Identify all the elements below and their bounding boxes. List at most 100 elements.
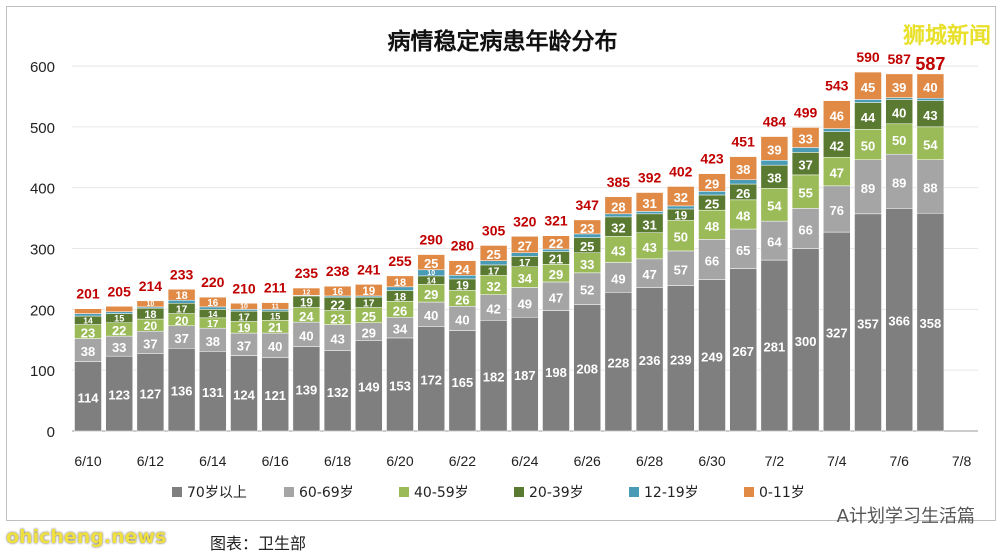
legend-swatch xyxy=(744,487,754,497)
bar-segment xyxy=(292,321,321,347)
bar-segment xyxy=(854,71,882,100)
data-label: 33 xyxy=(112,340,126,355)
data-label: 18 xyxy=(394,277,406,289)
data-label: 26 xyxy=(393,303,407,318)
data-label: 18 xyxy=(394,291,406,303)
data-label: 66 xyxy=(798,222,812,237)
data-label: 37 xyxy=(798,158,812,173)
data-label: 239 xyxy=(670,352,692,367)
bar-segment xyxy=(667,186,695,207)
data-label: 172 xyxy=(420,373,442,388)
data-label: 22 xyxy=(330,298,344,313)
bar-segment xyxy=(105,311,133,314)
data-label: 64 xyxy=(767,235,782,250)
data-label: 19 xyxy=(456,280,469,292)
bar-segment xyxy=(885,99,913,125)
data-label: 32 xyxy=(674,190,688,205)
bar-segment xyxy=(355,284,383,297)
data-label: 43 xyxy=(330,332,344,347)
data-label: 50 xyxy=(892,133,906,148)
bar-segment xyxy=(667,285,695,432)
data-label: 10 xyxy=(427,270,435,277)
legend-label: 20-39岁 xyxy=(529,485,584,501)
bar-segment xyxy=(573,219,601,235)
data-label: 19 xyxy=(300,298,313,310)
data-label: 149 xyxy=(358,380,380,395)
bar-segment xyxy=(698,279,726,432)
bar-segment xyxy=(292,287,321,296)
legend-label: 60-69岁 xyxy=(299,485,354,501)
data-label: 11 xyxy=(271,303,279,310)
data-label: 47 xyxy=(642,267,656,282)
data-label: 47 xyxy=(830,166,844,181)
total-label: 385 xyxy=(607,174,631,190)
bar-segment xyxy=(542,310,570,432)
data-label: 198 xyxy=(545,365,567,380)
data-label: 26 xyxy=(455,292,469,307)
bar-segment xyxy=(448,330,477,432)
data-label: 21 xyxy=(549,251,563,266)
bar-segment xyxy=(885,97,913,100)
data-label: 45 xyxy=(861,80,875,95)
bar-segment xyxy=(635,232,664,260)
bar-segment xyxy=(854,99,882,103)
data-label: 139 xyxy=(296,383,318,398)
data-label: 31 xyxy=(642,217,656,232)
bar-segment xyxy=(760,136,789,161)
bar-segment xyxy=(791,147,820,153)
data-label: 17 xyxy=(176,305,188,316)
data-label: 236 xyxy=(639,353,661,368)
data-label: 38 xyxy=(81,344,95,359)
bar-segment xyxy=(916,100,945,128)
data-label: 42 xyxy=(830,138,844,153)
data-label: 40 xyxy=(455,312,469,327)
data-label: 57 xyxy=(674,262,688,277)
bar-segment xyxy=(854,129,882,160)
bar-segment xyxy=(667,220,695,252)
x-tick-label: 7/6 xyxy=(889,453,909,469)
bar-segment xyxy=(386,275,414,288)
bar-segment xyxy=(791,248,820,432)
total-label: 255 xyxy=(388,253,412,269)
data-label: 38 xyxy=(736,162,750,177)
data-label: 34 xyxy=(393,322,408,337)
bar-segment xyxy=(74,313,102,317)
bar-segment xyxy=(74,361,102,432)
data-label: 228 xyxy=(608,356,630,371)
bar-segment xyxy=(698,191,726,196)
bar-segment xyxy=(230,355,258,432)
bar-segment xyxy=(323,350,352,432)
total-label: 320 xyxy=(513,213,537,229)
x-tick-label: 6/26 xyxy=(574,453,601,469)
bar-segment xyxy=(667,205,695,210)
data-label: 21 xyxy=(268,320,282,335)
data-label: 39 xyxy=(767,142,781,157)
bar-segment xyxy=(542,235,570,250)
data-label: 89 xyxy=(861,181,875,196)
total-label: 220 xyxy=(201,274,225,290)
bar-segment xyxy=(136,353,165,432)
data-label: 28 xyxy=(611,199,625,214)
total-label: 347 xyxy=(576,197,600,213)
legend-label: 40-59岁 xyxy=(414,485,469,501)
data-label: 40 xyxy=(268,339,282,354)
x-tick-label: 7/8 xyxy=(952,453,972,469)
data-label: 33 xyxy=(798,131,812,146)
data-label: 300 xyxy=(795,334,817,349)
source-watermark: ohicheng.news xyxy=(6,526,167,548)
data-label: 20 xyxy=(175,314,189,328)
bar-segment xyxy=(386,337,414,432)
bar-segment xyxy=(916,73,945,99)
data-label: 114 xyxy=(78,390,100,405)
data-label: 89 xyxy=(892,175,906,190)
legend-swatch xyxy=(514,487,524,497)
total-label: 484 xyxy=(763,114,787,130)
bar-segment xyxy=(760,160,789,166)
data-label: 29 xyxy=(362,326,376,341)
data-label: 10 xyxy=(147,301,155,308)
bar-segment xyxy=(136,300,165,308)
bar-segment xyxy=(355,340,383,432)
bar-segment xyxy=(791,208,820,249)
total-label: 241 xyxy=(357,261,381,277)
bar-segment xyxy=(105,306,133,313)
